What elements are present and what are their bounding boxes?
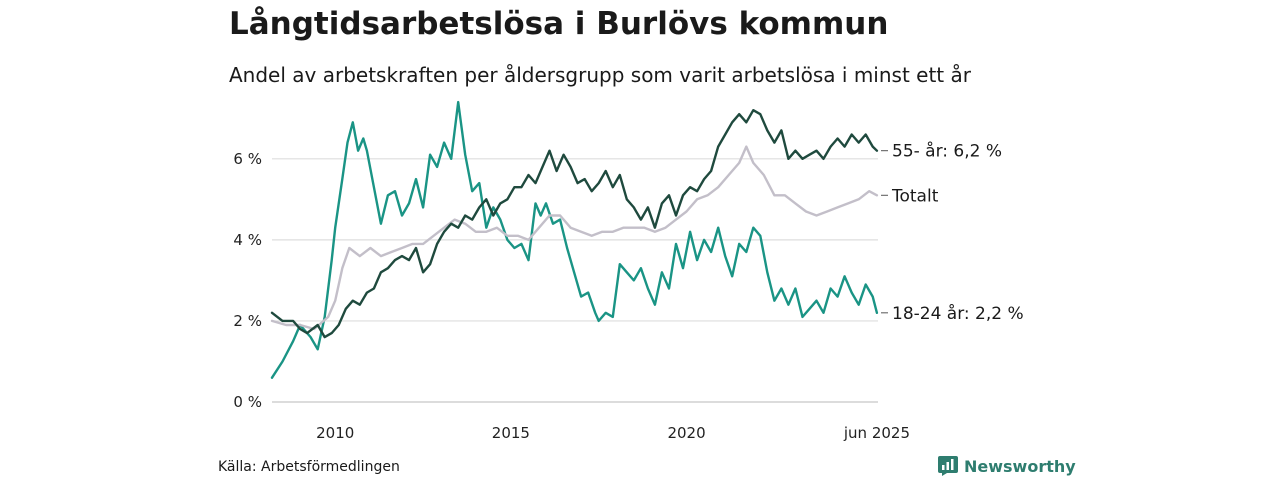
y-tick-label: 4 % xyxy=(233,231,262,249)
series-end-label: Totalt xyxy=(891,186,939,206)
newsworthy-logo: Newsworthy xyxy=(938,456,1076,476)
x-tick-label: 2020 xyxy=(667,424,705,442)
y-tick-label: 0 % xyxy=(233,393,262,411)
series-end-label: 18-24 år: 2,2 % xyxy=(892,303,1024,324)
x-tick-label: 2010 xyxy=(316,424,354,442)
series-line-1 xyxy=(270,145,879,331)
brand-name: Newsworthy xyxy=(964,456,1076,476)
series-line-2 xyxy=(270,109,879,339)
chart-title: Långtidsarbetslösa i Burlövs kommun xyxy=(229,6,889,42)
source-note: Källa: Arbetsförmedlingen xyxy=(218,459,400,475)
series-line-0 xyxy=(270,100,879,379)
x-tick-label: 2015 xyxy=(492,424,530,442)
bar-chart-icon xyxy=(938,456,958,476)
y-tick-label: 6 % xyxy=(233,150,262,168)
series-end-label: 55- år: 6,2 % xyxy=(892,141,1002,162)
chart-subtitle: Andel av arbetskraften per åldersgrupp s… xyxy=(229,63,971,87)
x-tick-label: jun 2025 xyxy=(843,424,910,442)
y-tick-label: 2 % xyxy=(233,312,262,330)
